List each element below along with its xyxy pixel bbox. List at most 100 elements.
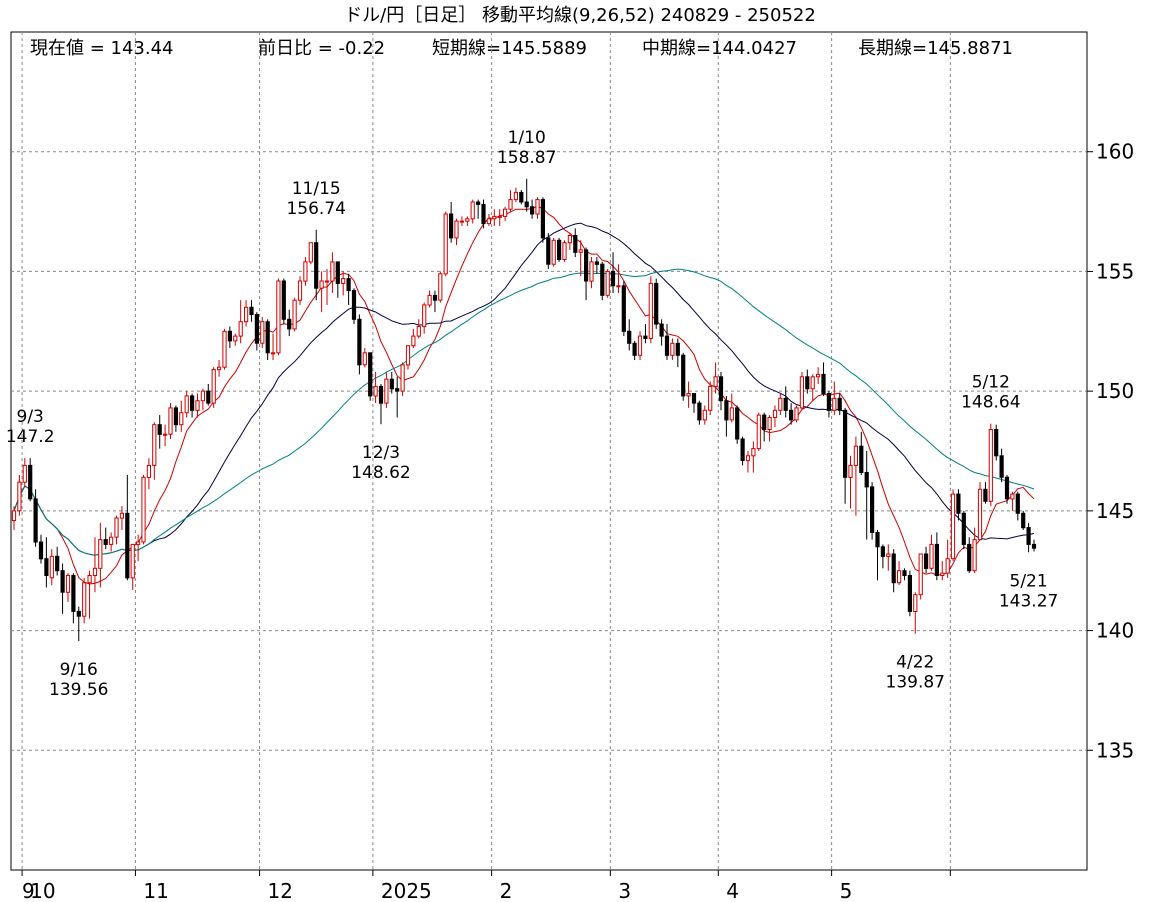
candle-body bbox=[1026, 527, 1031, 545]
candle bbox=[853, 436, 858, 516]
candle-body bbox=[443, 213, 448, 275]
candle bbox=[292, 297, 297, 332]
candle bbox=[848, 455, 853, 509]
candle-body bbox=[28, 464, 33, 500]
candle-body bbox=[130, 543, 135, 579]
candle bbox=[799, 371, 804, 411]
candle bbox=[11, 506, 17, 531]
candle-body bbox=[913, 594, 918, 613]
candle-body bbox=[17, 481, 22, 512]
candle-body bbox=[864, 472, 869, 488]
annotation-value: 147.2 bbox=[6, 427, 55, 447]
candle bbox=[49, 549, 54, 586]
candle bbox=[411, 328, 416, 349]
candle-body bbox=[670, 342, 675, 356]
candle-body bbox=[977, 488, 983, 541]
candle-body bbox=[551, 239, 556, 265]
candle-body bbox=[168, 407, 173, 435]
candle-body bbox=[103, 539, 108, 545]
candle bbox=[17, 474, 22, 516]
candle bbox=[918, 553, 923, 600]
candle bbox=[260, 316, 265, 349]
annotation-value: 158.87 bbox=[497, 148, 556, 168]
candle-body bbox=[292, 299, 297, 330]
candle-body bbox=[821, 373, 826, 395]
candle-body bbox=[308, 242, 313, 263]
candle bbox=[119, 506, 125, 531]
candle-body bbox=[233, 335, 238, 342]
candle bbox=[713, 362, 718, 394]
candle bbox=[184, 391, 189, 418]
candle-body bbox=[227, 330, 233, 342]
candle-body bbox=[513, 191, 518, 201]
moving-averages bbox=[13, 205, 1035, 585]
candle-body bbox=[492, 215, 497, 220]
candle bbox=[643, 324, 648, 344]
candle bbox=[627, 319, 632, 351]
candle bbox=[718, 371, 724, 411]
candle bbox=[362, 348, 367, 368]
candle bbox=[805, 369, 810, 394]
info-long-ma: 長期線=145.8871 bbox=[858, 38, 1013, 59]
candle bbox=[729, 393, 734, 423]
candle bbox=[816, 367, 821, 384]
candle bbox=[55, 546, 60, 576]
candle bbox=[994, 424, 999, 461]
candle-body bbox=[880, 546, 885, 557]
candle bbox=[886, 544, 891, 571]
candle-body bbox=[584, 249, 589, 282]
candle bbox=[157, 415, 162, 449]
candle-body bbox=[276, 280, 281, 354]
candle-body bbox=[335, 261, 340, 284]
candle bbox=[756, 412, 761, 451]
candle-body bbox=[395, 388, 400, 392]
annotation-value: 143.27 bbox=[999, 591, 1058, 611]
candle bbox=[648, 276, 653, 344]
candle bbox=[346, 273, 351, 305]
candle-body bbox=[589, 261, 594, 282]
candle-body bbox=[217, 366, 222, 371]
candle bbox=[934, 532, 939, 581]
candle bbox=[632, 340, 637, 361]
candle bbox=[82, 577, 87, 624]
candle bbox=[584, 247, 589, 301]
candle-body bbox=[789, 409, 794, 421]
x-tick-label: 2025 bbox=[381, 879, 432, 902]
candle-body bbox=[853, 445, 858, 466]
candle bbox=[557, 237, 562, 262]
candle bbox=[637, 331, 643, 361]
candle-body bbox=[362, 352, 367, 366]
y-tick-label: 155 bbox=[1096, 259, 1134, 283]
candle bbox=[481, 199, 486, 229]
candle-body bbox=[114, 517, 119, 538]
candle-body bbox=[762, 414, 767, 431]
candle-body bbox=[772, 409, 778, 418]
candle-body bbox=[200, 390, 206, 402]
candle bbox=[1021, 510, 1026, 531]
candle-body bbox=[427, 294, 432, 306]
annotation-date: 1/10 bbox=[508, 128, 546, 148]
candle-body bbox=[249, 306, 254, 315]
candle bbox=[810, 374, 815, 401]
candle bbox=[168, 403, 173, 440]
candle bbox=[897, 561, 902, 586]
candle-body bbox=[206, 390, 211, 404]
candle bbox=[988, 423, 993, 507]
candle-body bbox=[686, 393, 691, 397]
candle-body bbox=[270, 352, 276, 355]
candle bbox=[443, 211, 448, 277]
candle bbox=[244, 300, 249, 327]
candle bbox=[659, 319, 664, 346]
candle bbox=[1031, 539, 1037, 552]
candle bbox=[530, 199, 535, 219]
candle bbox=[691, 393, 697, 413]
candle bbox=[751, 441, 756, 473]
candle bbox=[373, 371, 378, 404]
candle-body bbox=[540, 199, 545, 239]
candle bbox=[913, 592, 918, 634]
candle bbox=[686, 381, 691, 408]
candle bbox=[190, 393, 195, 418]
candle-body bbox=[141, 476, 146, 543]
candle-body bbox=[891, 553, 896, 584]
candle-body bbox=[632, 342, 637, 356]
